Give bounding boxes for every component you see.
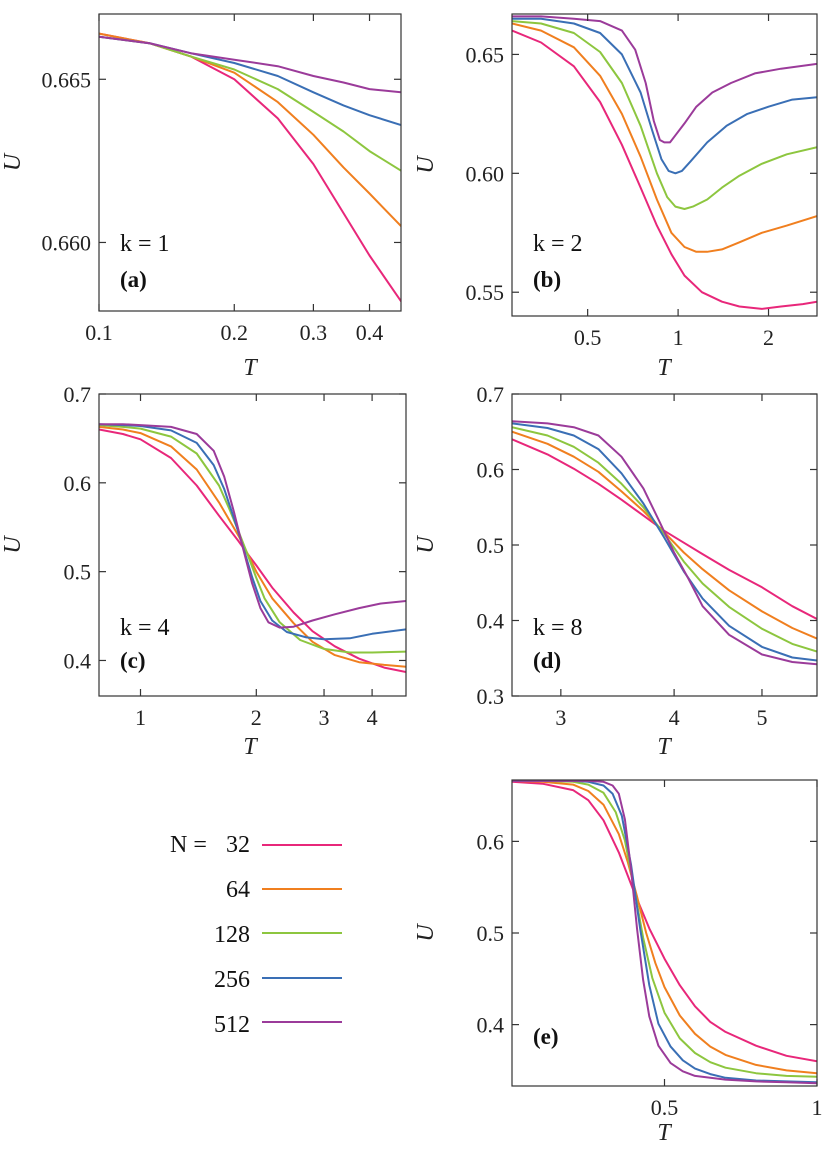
series-line-e-n512 [512,780,817,1085]
x-tick-label-c: 4 [367,705,378,730]
x-tick-label-e: 1 [812,1095,823,1120]
plot-frame-c [98,393,407,697]
panel-letter-b: (b) [533,267,561,292]
x-tick-label-b: 1 [673,325,684,350]
y-axis-label-c: U [0,535,26,554]
y-tick-label-d: 0.6 [477,458,505,483]
x-tick-label-d: 5 [756,705,767,730]
y-tick-label-d: 0.5 [477,533,505,558]
y-tick-label-a: 0.660 [42,230,92,255]
k-annotation-b: k = 2 [533,231,583,257]
panel-e: 0.5 1 0.6 0.5 0.4 T U (e) [413,779,823,1146]
series-line-e-n32 [512,780,817,1063]
y-tick-label-b: 0.65 [466,42,505,67]
y-tick-label-d: 0.4 [477,609,505,634]
x-axis-label-e: T [657,1120,672,1146]
y-tick-label-e: 0.6 [477,829,505,854]
series-line-a-n512 [99,35,401,94]
series-line-b-n128 [512,20,817,210]
x-tick-label-e: 0.5 [651,1095,679,1120]
series-line-a-n128 [99,35,401,172]
plot-frame-b [511,13,818,317]
series-line-b-n256 [512,17,817,175]
series-line-c-n512 [99,423,406,629]
panel-d: 3 4 5 0.7 0.6 0.5 0.4 0.3 T Uk = 8 (d) [413,382,818,760]
legend-label-512: 512 [214,1012,250,1038]
x-tick-label-a: 0.3 [300,320,328,345]
legend-label-128: 128 [214,922,250,948]
panel-letter-e: (e) [533,1024,559,1049]
y-tick-label-e: 0.5 [477,921,505,946]
y-tick-label-c: 0.6 [64,471,92,496]
y-tick-label-c: 0.4 [64,648,92,673]
series-line-d-n512 [512,420,817,666]
x-tick-label-d: 3 [555,705,566,730]
y-axis-label-a: U [0,152,26,171]
x-tick-label-b: 0.5 [574,325,602,350]
series-line-e-n64 [512,780,817,1075]
y-tick-label-c: 0.5 [64,560,92,585]
panel-a: 0.1 0.2 0.3 0.4 0.665 0.660 T Uk = 1 (a) [0,13,402,381]
y-axis-label-d: U [413,535,439,554]
series-line-a-n32 [99,32,401,303]
x-axis-label-b: T [657,355,672,381]
y-tick-label-b: 0.60 [466,161,505,186]
panel-b: 0.5 1 2 0.65 0.60 0.55 T Uk = 2 (b) [413,13,818,381]
series-line-e-n128 [512,780,817,1078]
panel-letter-d: (d) [533,648,561,673]
x-tick-label-c: 1 [135,705,146,730]
k-annotation-a: k = 1 [120,231,170,257]
k-annotation-d: k = 8 [533,615,583,641]
legend: N = 32 64 128 256 512 [170,832,342,1038]
x-tick-label-a: 0.4 [356,320,384,345]
series-line-d-n256 [512,422,817,662]
y-tick-label-a: 0.665 [42,67,92,92]
x-axis-label-a: T [243,355,258,381]
series-line-b-n64 [512,22,817,253]
series-line-c-n64 [99,425,406,668]
legend-title-prefix: N = [170,832,207,858]
y-axis-label-b: U [413,155,439,174]
y-tick-label-e: 0.4 [477,1013,505,1038]
x-tick-label-a: 0.2 [221,320,249,345]
x-tick-label-a: 0.1 [85,320,113,345]
y-tick-label-c: 0.7 [64,382,92,407]
y-tick-label-b: 0.55 [466,280,505,305]
series-line-c-n128 [99,424,406,654]
panel-letter-c: (c) [120,648,146,673]
x-axis-label-d: T [657,734,672,760]
legend-label-256: 256 [214,967,250,993]
y-tick-label-d: 0.3 [477,684,505,709]
legend-label-32: 32 [226,832,250,858]
x-axis-label-c: T [243,734,258,760]
panel-c: 1 2 3 4 0.7 0.6 0.5 0.4 T Uk = 4 (c) [0,382,407,760]
panel-letter-a: (a) [120,267,147,292]
y-axis-label-e: U [413,923,439,942]
y-tick-label-d: 0.7 [477,382,505,407]
plot-frame-a [98,13,402,312]
legend-label-64: 64 [226,877,250,903]
series-line-a-n256 [99,35,401,126]
series-line-b-n32 [512,29,817,310]
series-line-b-n512 [512,15,817,144]
x-tick-label-c: 3 [319,705,330,730]
x-tick-label-c: 2 [251,705,262,730]
x-tick-label-b: 2 [763,325,774,350]
series-line-d-n32 [512,438,817,620]
x-tick-label-d: 4 [669,705,680,730]
k-annotation-c: k = 4 [120,615,170,641]
